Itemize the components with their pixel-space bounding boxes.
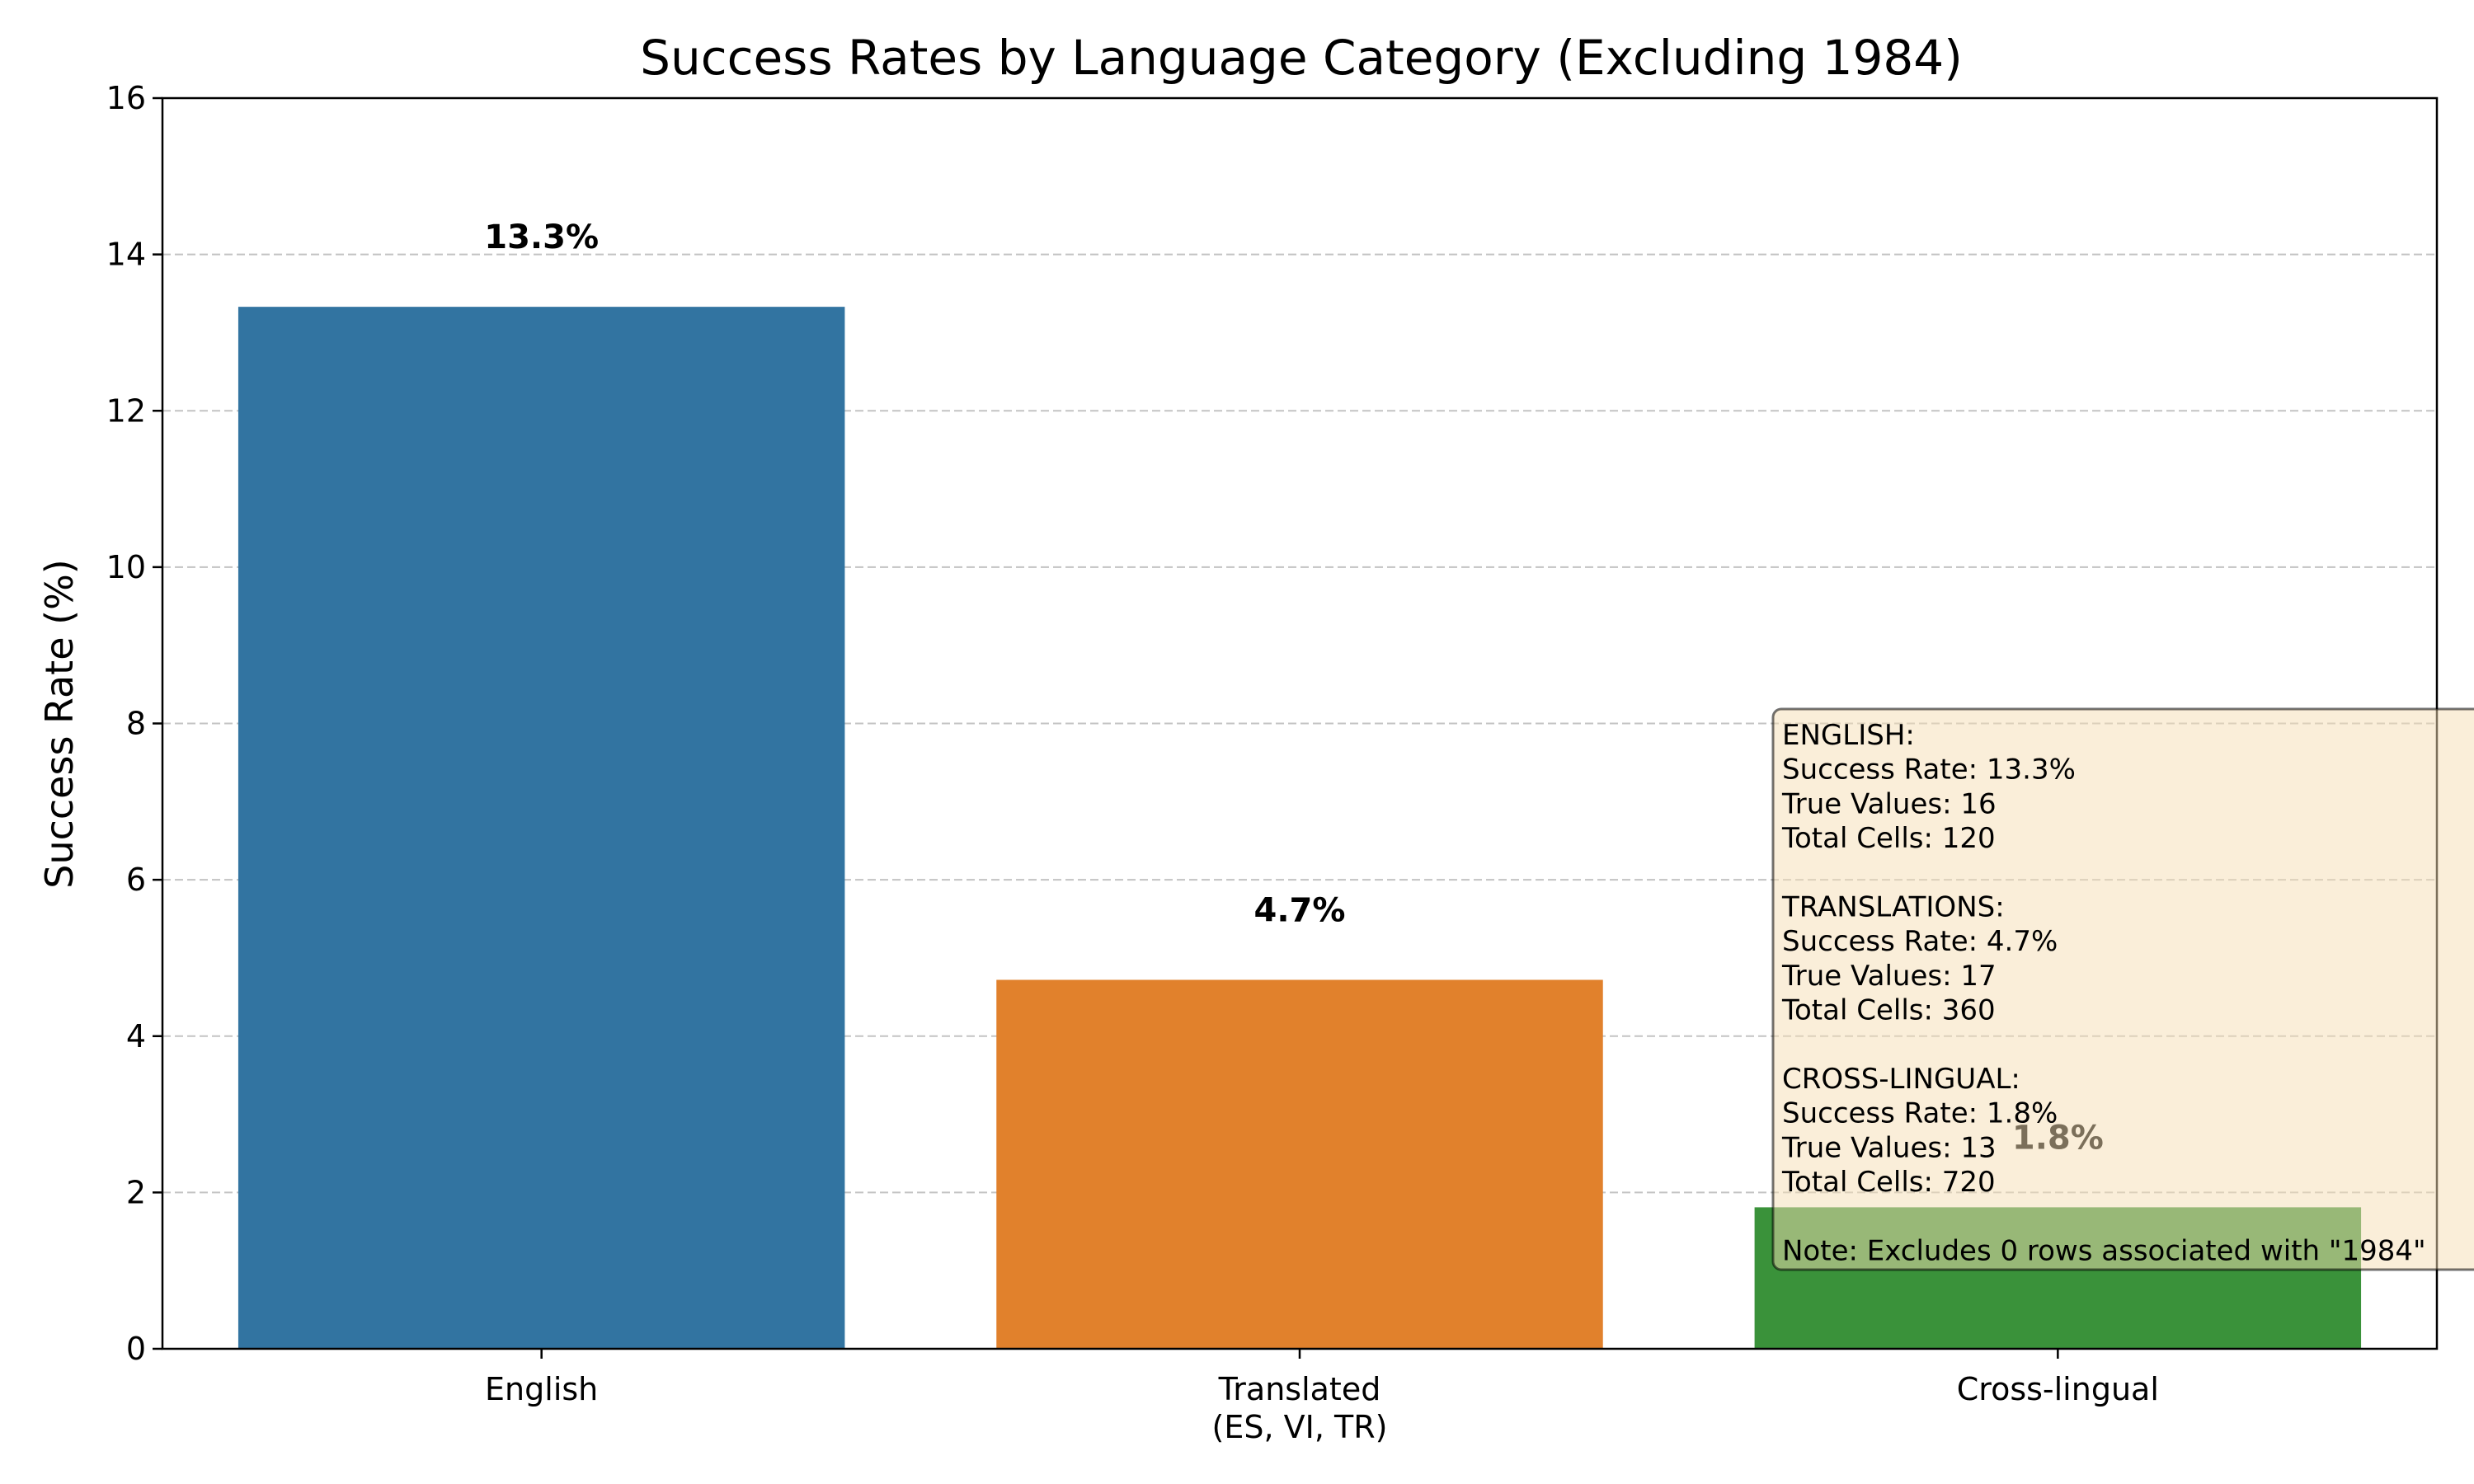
- info-box-line: Total Cells: 120: [1781, 822, 1996, 855]
- info-box-line: Success Rate: 4.7%: [1782, 925, 2058, 958]
- info-box-line: True Values: 17: [1781, 960, 1997, 993]
- chart-title: Success Rates by Language Category (Excl…: [640, 30, 1963, 86]
- info-box: ENGLISH: Success Rate: 13.3% True Values…: [1771, 707, 2474, 1271]
- info-box-line: ENGLISH:: [1782, 719, 1915, 752]
- x-tick-label: Cross-lingual: [1957, 1371, 2159, 1407]
- info-box-line: True Values: 13: [1781, 1131, 1997, 1164]
- y-tick-label: 16: [106, 80, 146, 116]
- y-tick-label: 6: [126, 862, 146, 898]
- info-box-line: Success Rate: 13.3%: [1782, 754, 2076, 787]
- y-tick-label: 0: [126, 1331, 146, 1367]
- y-axis-label: Success Rate (%): [37, 559, 82, 889]
- y-tick-label: 10: [106, 549, 146, 585]
- x-tick-label: English: [485, 1371, 598, 1407]
- bar: [996, 979, 1603, 1349]
- info-box-line: Success Rate: 1.8%: [1782, 1097, 2058, 1130]
- info-box-line: Note: Excludes 0 rows associated with "1…: [1782, 1235, 2426, 1268]
- bars: [238, 307, 2362, 1349]
- y-tick-label: 12: [106, 392, 146, 429]
- info-box-line: TRANSLATIONS:: [1781, 891, 2005, 924]
- info-box-frame: [1771, 707, 2474, 1271]
- info-box-line: Total Cells: 360: [1781, 994, 1996, 1027]
- bar: [238, 307, 845, 1349]
- y-tick-label: 14: [106, 237, 146, 273]
- y-tick-label: 2: [126, 1174, 146, 1210]
- data-label: 4.7%: [1254, 891, 1346, 929]
- info-box-line: CROSS-LINGUAL:: [1782, 1063, 2020, 1096]
- info-box-line: True Values: 16: [1781, 787, 1997, 820]
- y-tick-label: 4: [126, 1018, 146, 1054]
- y-tick-label: 8: [126, 706, 146, 742]
- ticks: 0 2 4 6 8 10 12 14 16 English Translated(ES, VI, T…: [106, 80, 2159, 1445]
- data-label: 13.3%: [484, 218, 599, 256]
- x-tick-label: (ES, VI, TR): [1212, 1409, 1388, 1445]
- info-box-line: Total Cells: 720: [1781, 1166, 1996, 1199]
- x-tick-label: Translated: [1218, 1371, 1381, 1407]
